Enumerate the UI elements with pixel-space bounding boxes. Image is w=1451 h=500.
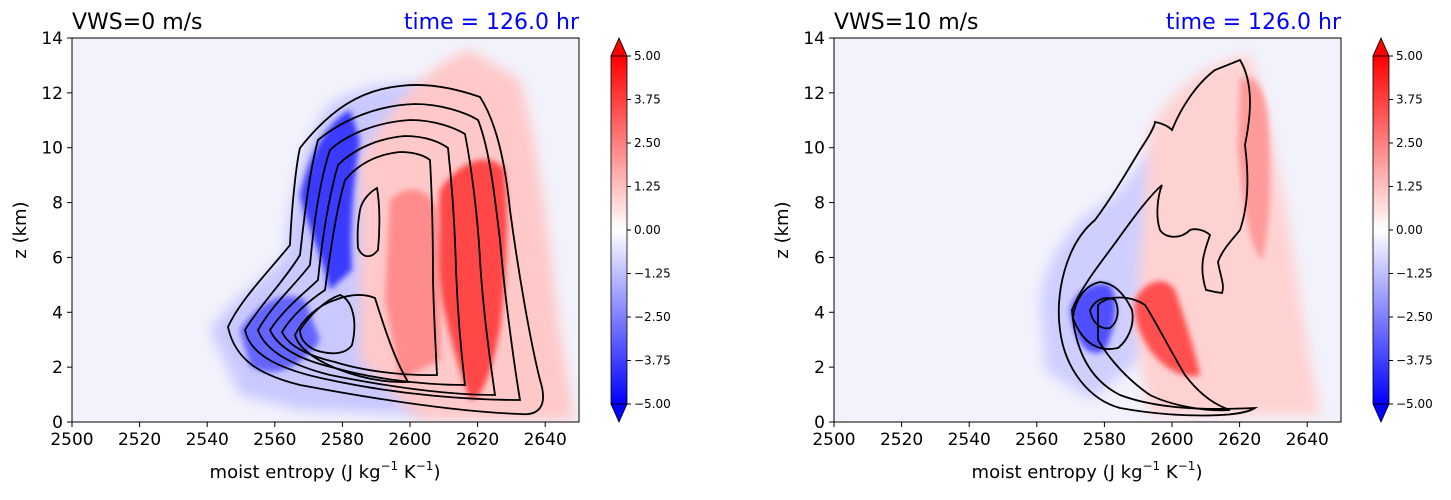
- colorbar-tick-label: 0.00: [1396, 223, 1423, 237]
- x-tick-label: 2580: [321, 430, 364, 450]
- y-tick-label: 4: [814, 303, 825, 323]
- x-tick-label: 2640: [1286, 430, 1329, 450]
- colorbar-tick-label: 1.25: [634, 180, 661, 194]
- x-tick-label: 2640: [524, 430, 567, 450]
- plot-frame: [71, 37, 580, 423]
- x-axis-label: moist entropy (J kg−1 K−1): [972, 459, 1203, 483]
- y-tick-label: 14: [803, 29, 825, 49]
- colorbar-tick-label: 5.00: [634, 49, 661, 63]
- y-tick-label: 12: [803, 84, 825, 104]
- anomaly-positive-mid: [385, 189, 440, 380]
- contour-lines: [227, 84, 544, 416]
- y-tick-label: 8: [814, 194, 825, 214]
- colorbar-tick-label: −1.25: [1396, 267, 1433, 281]
- colorbar-body: [1373, 56, 1389, 404]
- panel-vws10: 2500 2520 2540 2560 2580 2600 2620 2640 0 2 4 6 8 10 1…: [772, 10, 1433, 483]
- y-tick-label: 6: [52, 248, 63, 268]
- y-tick-label: 2: [814, 358, 825, 378]
- colorbar-tick-label: −3.75: [1396, 354, 1433, 368]
- x-tick-label: 2620: [1218, 430, 1261, 450]
- colorbar-extend-min: [1372, 403, 1390, 423]
- x-tick-label: 2500: [812, 430, 855, 450]
- panel-vws0: 2500 2520 2540 2560 2580 2600 2620 2640 0 2 4 6 8 10 1…: [10, 10, 671, 483]
- x-tick-label: 2580: [1083, 430, 1126, 450]
- colorbar-vws0: −5.00 −3.75 −2.50 −1.25 0.00 1.25 2.50 3.75 5.00: [610, 37, 671, 423]
- x-tick-label: 2600: [1150, 430, 1193, 450]
- colorbar-tick-label: 3.75: [1396, 93, 1423, 107]
- colorbar-extend-max: [1372, 37, 1390, 57]
- x-tick-label: 2560: [253, 430, 296, 450]
- colorbar-tick-label: −2.50: [634, 310, 671, 324]
- colorbar-tick-label: 5.00: [1396, 49, 1423, 63]
- x-tick-label: 2560: [1015, 430, 1058, 450]
- contour-lines: [1057, 58, 1259, 417]
- anomaly-positive-core: [435, 159, 508, 400]
- x-tick-label: 2520: [118, 430, 161, 450]
- panel-title-right: time = 126.0 hr: [1166, 10, 1342, 35]
- colorbar-vws10: −5.00 −3.75 −2.50 −1.25 0.00 1.25 2.50 3.75 5.00: [1372, 37, 1433, 423]
- colorbar-extend-min: [610, 403, 628, 423]
- y-tick-label: 6: [814, 248, 825, 268]
- x-tick-label: 2520: [880, 430, 923, 450]
- anomaly-positive-core: [1134, 281, 1200, 377]
- axes-vws10: 2500 2520 2540 2560 2580 2600 2620 2640 0 2 4 6 8 10 1…: [803, 29, 1328, 450]
- anomaly-positive-upper: [1238, 77, 1270, 260]
- colorbar-tick-label: 0.00: [634, 223, 661, 237]
- panel-title-left: VWS=10 m/s: [834, 10, 979, 35]
- colorbar-tick-label: −2.50: [1396, 310, 1433, 324]
- contourf-field: [210, 50, 575, 420]
- y-tick-label: 14: [41, 29, 63, 49]
- x-axis-label: moist entropy (J kg−1 K−1): [210, 459, 441, 483]
- y-tick-label: 2: [52, 358, 63, 378]
- y-tick-label: 0: [52, 413, 63, 433]
- colorbar-tick-label: −1.25: [634, 267, 671, 281]
- colorbar-tick-label: −3.75: [634, 354, 671, 368]
- colorbar-tick-label: 2.50: [634, 136, 661, 150]
- y-tick-label: 4: [52, 303, 63, 323]
- panel-title-left: VWS=0 m/s: [72, 10, 203, 35]
- x-tick-label: 2600: [388, 430, 431, 450]
- y-tick-label: 12: [41, 84, 63, 104]
- x-tick-label: 2540: [186, 430, 229, 450]
- colorbar-tick-label: 2.50: [1396, 136, 1423, 150]
- plot-frame: [833, 37, 1342, 423]
- y-tick-label: 8: [52, 194, 63, 214]
- colorbar-tick-label: 3.75: [634, 93, 661, 107]
- y-axis-label: z (km): [10, 201, 31, 258]
- colorbar-tick-label: 1.25: [1396, 180, 1423, 194]
- x-tick-label: 2620: [456, 430, 499, 450]
- axes-vws0: 2500 2520 2540 2560 2580 2600 2620 2640 0 2 4 6 8 10 1…: [41, 29, 566, 450]
- y-tick-label: 10: [41, 139, 63, 159]
- y-axis-label: z (km): [772, 201, 793, 258]
- colorbar-body: [611, 56, 627, 404]
- colorbar-extend-max: [610, 37, 628, 57]
- contourf-field: [1040, 55, 1320, 417]
- colorbar-tick-label: −5.00: [1396, 397, 1433, 411]
- y-tick-label: 10: [803, 139, 825, 159]
- x-tick-label: 2500: [50, 430, 93, 450]
- colorbar-tick-label: −5.00: [634, 397, 671, 411]
- y-tick-label: 0: [814, 413, 825, 433]
- x-tick-label: 2540: [948, 430, 991, 450]
- panel-title-right: time = 126.0 hr: [404, 10, 580, 35]
